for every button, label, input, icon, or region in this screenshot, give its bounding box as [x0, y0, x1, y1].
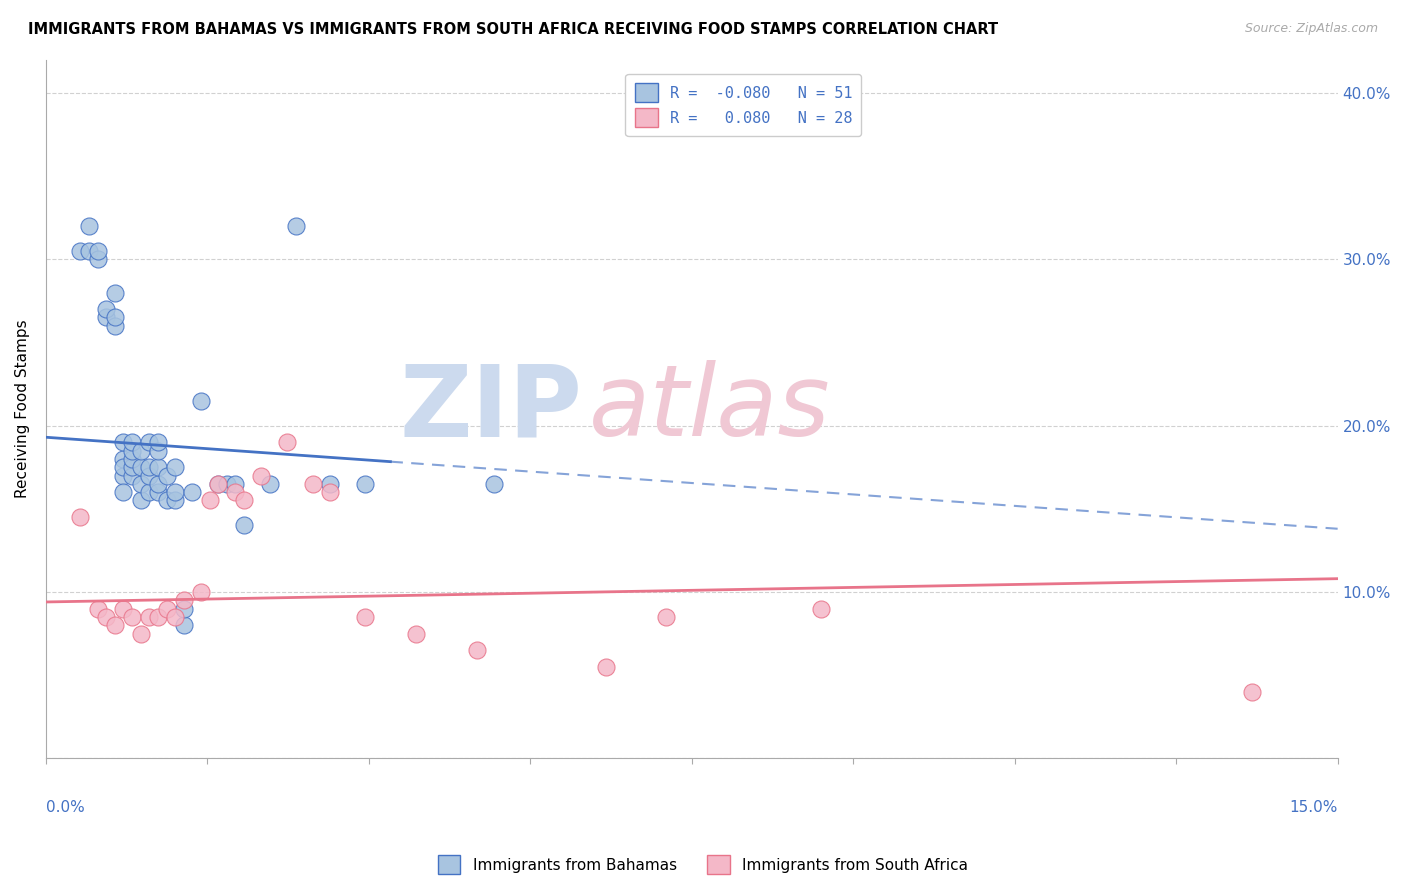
- Point: [146, 476, 169, 491]
- Point: [129, 626, 152, 640]
- Point: [121, 610, 143, 624]
- Point: [319, 485, 342, 500]
- Point: [284, 219, 307, 233]
- Legend: Immigrants from Bahamas, Immigrants from South Africa: Immigrants from Bahamas, Immigrants from…: [432, 849, 974, 880]
- Point: [173, 593, 195, 607]
- Point: [69, 244, 91, 258]
- Point: [138, 460, 160, 475]
- Y-axis label: Receiving Food Stamps: Receiving Food Stamps: [15, 319, 30, 499]
- Point: [138, 485, 160, 500]
- Point: [165, 460, 187, 475]
- Point: [146, 443, 169, 458]
- Point: [190, 585, 212, 599]
- Point: [112, 435, 135, 450]
- Point: [112, 468, 135, 483]
- Point: [1240, 685, 1263, 699]
- Text: 0.0%: 0.0%: [46, 800, 84, 815]
- Point: [112, 601, 135, 615]
- Point: [112, 485, 135, 500]
- Point: [302, 476, 325, 491]
- Point: [190, 393, 212, 408]
- Text: ZIP: ZIP: [399, 360, 582, 458]
- Point: [121, 443, 143, 458]
- Point: [112, 451, 135, 466]
- Point: [138, 610, 160, 624]
- Point: [259, 476, 281, 491]
- Point: [165, 610, 187, 624]
- Text: Source: ZipAtlas.com: Source: ZipAtlas.com: [1244, 22, 1378, 36]
- Point: [96, 302, 118, 317]
- Point: [215, 476, 238, 491]
- Point: [138, 435, 160, 450]
- Point: [104, 318, 127, 333]
- Text: atlas: atlas: [589, 360, 830, 458]
- Point: [155, 493, 177, 508]
- Point: [224, 476, 246, 491]
- Point: [181, 485, 204, 500]
- Point: [482, 476, 505, 491]
- Point: [276, 435, 298, 450]
- Point: [104, 618, 127, 632]
- Point: [96, 310, 118, 325]
- Point: [155, 601, 177, 615]
- Point: [129, 460, 152, 475]
- Text: 15.0%: 15.0%: [1289, 800, 1337, 815]
- Point: [405, 626, 427, 640]
- Legend: R =  -0.080   N = 51, R =   0.080   N = 28: R = -0.080 N = 51, R = 0.080 N = 28: [626, 74, 862, 136]
- Point: [165, 485, 187, 500]
- Point: [77, 219, 100, 233]
- Point: [173, 618, 195, 632]
- Point: [224, 485, 246, 500]
- Point: [146, 460, 169, 475]
- Point: [250, 468, 273, 483]
- Point: [112, 460, 135, 475]
- Text: IMMIGRANTS FROM BAHAMAS VS IMMIGRANTS FROM SOUTH AFRICA RECEIVING FOOD STAMPS CO: IMMIGRANTS FROM BAHAMAS VS IMMIGRANTS FR…: [28, 22, 998, 37]
- Point: [155, 468, 177, 483]
- Point: [319, 476, 342, 491]
- Point: [121, 460, 143, 475]
- Point: [233, 493, 256, 508]
- Point: [69, 510, 91, 524]
- Point: [595, 660, 617, 674]
- Point: [353, 610, 375, 624]
- Point: [233, 518, 256, 533]
- Point: [655, 610, 678, 624]
- Point: [77, 244, 100, 258]
- Point: [129, 443, 152, 458]
- Point: [104, 310, 127, 325]
- Point: [86, 252, 108, 267]
- Point: [121, 468, 143, 483]
- Point: [353, 476, 375, 491]
- Point: [121, 451, 143, 466]
- Point: [198, 493, 221, 508]
- Point: [138, 468, 160, 483]
- Point: [810, 601, 832, 615]
- Point: [465, 643, 488, 657]
- Point: [86, 601, 108, 615]
- Point: [121, 435, 143, 450]
- Point: [129, 476, 152, 491]
- Point: [173, 601, 195, 615]
- Point: [146, 610, 169, 624]
- Point: [129, 493, 152, 508]
- Point: [96, 610, 118, 624]
- Point: [86, 244, 108, 258]
- Point: [207, 476, 229, 491]
- Point: [146, 435, 169, 450]
- Point: [207, 476, 229, 491]
- Point: [146, 485, 169, 500]
- Point: [165, 493, 187, 508]
- Point: [104, 285, 127, 300]
